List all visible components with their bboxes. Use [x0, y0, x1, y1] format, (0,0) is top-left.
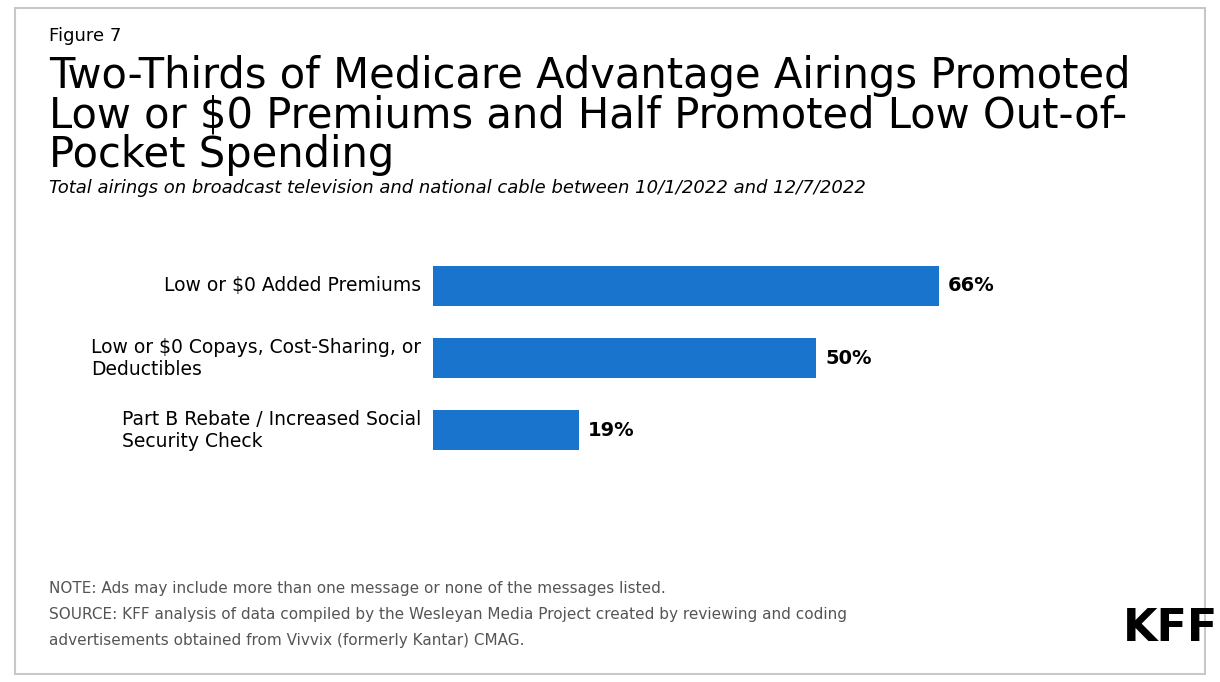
Text: Part B Rebate / Increased Social
Security Check: Part B Rebate / Increased Social Securit…: [122, 410, 421, 451]
Bar: [433, 411, 578, 450]
Text: advertisements obtained from Vivvix (formerly Kantar) CMAG.: advertisements obtained from Vivvix (for…: [49, 633, 525, 648]
Text: Two-Thirds of Medicare Advantage Airings Promoted: Two-Thirds of Medicare Advantage Airings…: [49, 55, 1130, 97]
Bar: [433, 338, 816, 378]
Text: Total airings on broadcast television and national cable between 10/1/2022 and 1: Total airings on broadcast television an…: [49, 179, 866, 196]
Text: SOURCE: KFF analysis of data compiled by the Wesleyan Media Project created by r: SOURCE: KFF analysis of data compiled by…: [49, 607, 847, 622]
Text: Low or $0 Added Premiums: Low or $0 Added Premiums: [163, 276, 421, 295]
Text: 50%: 50%: [825, 349, 872, 368]
Bar: [433, 266, 938, 306]
Text: NOTE: Ads may include more than one message or none of the messages listed.: NOTE: Ads may include more than one mess…: [49, 581, 666, 596]
Text: Pocket Spending: Pocket Spending: [49, 134, 394, 176]
Text: 19%: 19%: [588, 421, 634, 440]
Text: Low or $0 Premiums and Half Promoted Low Out-of-: Low or $0 Premiums and Half Promoted Low…: [49, 94, 1127, 136]
Text: Low or $0 Copays, Cost-Sharing, or
Deductibles: Low or $0 Copays, Cost-Sharing, or Deduc…: [90, 338, 421, 379]
Text: 66%: 66%: [948, 276, 994, 295]
Text: KFF: KFF: [1122, 607, 1218, 650]
Text: Figure 7: Figure 7: [49, 27, 121, 45]
